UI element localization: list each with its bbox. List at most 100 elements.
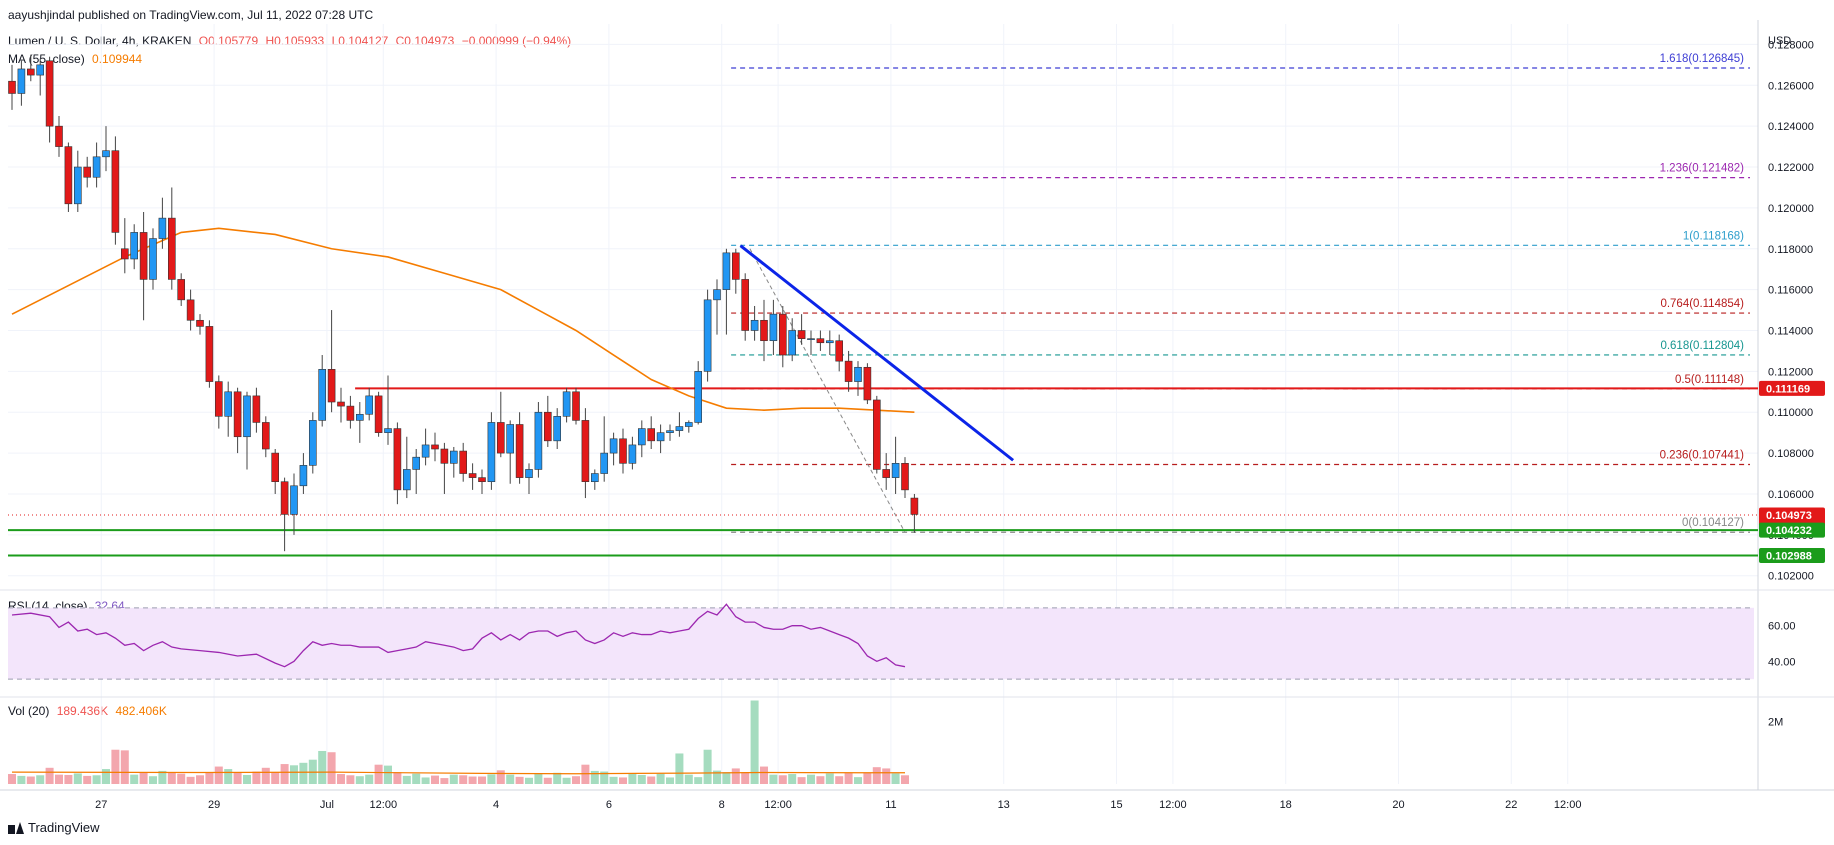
volume-bar xyxy=(280,764,289,784)
candle-body xyxy=(36,64,45,76)
volume-bar xyxy=(684,774,693,784)
volume-bar xyxy=(891,773,900,784)
volume-bar xyxy=(17,775,26,784)
volume-bar xyxy=(327,752,336,784)
volume-bar xyxy=(825,773,834,784)
time-tick-label: 12:00 xyxy=(1159,799,1187,811)
volume-bar xyxy=(741,772,750,784)
price-tick-label: 0.126000 xyxy=(1768,80,1814,92)
price-tick-label: 0.110000 xyxy=(1768,407,1813,419)
volume-bar xyxy=(26,776,35,784)
candle-body xyxy=(337,401,345,407)
volume-bar xyxy=(478,776,486,784)
candle-body xyxy=(158,217,167,239)
volume-bar xyxy=(83,775,92,784)
candle-body xyxy=(318,369,327,421)
candle-body xyxy=(8,80,16,94)
candle xyxy=(882,453,891,490)
price-tick-label: 0.108000 xyxy=(1768,448,1814,460)
candles xyxy=(8,54,919,552)
time-tick-label: 18 xyxy=(1280,799,1292,811)
volume-bar xyxy=(760,766,768,784)
time-tick-label: 20 xyxy=(1392,799,1404,811)
candle xyxy=(872,395,881,474)
candle-body xyxy=(816,338,825,344)
fib-level-label: 0(0.104127) xyxy=(1682,517,1744,529)
candle-body xyxy=(675,426,684,431)
candle xyxy=(863,363,872,405)
volume-bar xyxy=(609,776,618,784)
candle xyxy=(55,115,63,157)
candle xyxy=(844,350,853,392)
volume-bar xyxy=(666,777,674,784)
volume-legend[interactable]: Vol (20) 189.436K 482.406K xyxy=(8,704,171,718)
candle xyxy=(750,305,759,341)
candle-body xyxy=(440,448,449,464)
candle xyxy=(647,416,656,450)
candle-body xyxy=(384,428,392,433)
candle xyxy=(196,314,204,335)
candle-body xyxy=(346,405,355,421)
candle xyxy=(901,457,909,499)
fib-level-label: 0.236(0.107441) xyxy=(1660,450,1745,462)
candle-body xyxy=(459,450,468,474)
candle xyxy=(581,408,590,499)
candle xyxy=(215,375,223,429)
candle-body xyxy=(534,411,543,470)
ma-55-line xyxy=(11,227,915,414)
volume-bar xyxy=(581,764,590,784)
price-tick-label: 0.112000 xyxy=(1768,366,1813,378)
volume-bar xyxy=(393,772,402,784)
candle xyxy=(45,56,54,143)
candle-body xyxy=(149,238,157,280)
fib-level-label: 1.236(0.121482) xyxy=(1660,163,1745,175)
footer-brand: TradingView xyxy=(28,820,100,835)
ma-legend[interactable]: MA (55, close) 0.109944 xyxy=(8,52,146,66)
volume-bar xyxy=(562,777,571,784)
candle-body xyxy=(647,428,656,442)
candle-body xyxy=(196,319,204,327)
candle-body xyxy=(901,463,909,491)
candle-body xyxy=(74,166,82,205)
candle xyxy=(26,54,35,82)
publisher-line: aayushjindal published on TradingView.co… xyxy=(8,8,377,22)
candle xyxy=(562,387,571,423)
candle xyxy=(252,387,261,433)
candle-body xyxy=(431,444,439,450)
volume-bar xyxy=(64,774,73,784)
candle-body xyxy=(308,420,317,466)
candle-body xyxy=(581,420,590,483)
volume-bar xyxy=(440,778,449,784)
ma-label: MA (55, close) xyxy=(8,52,85,66)
bearish-trend-line xyxy=(739,244,1015,462)
volume-bar xyxy=(816,776,825,784)
volume-bar xyxy=(45,767,54,784)
volume-bar xyxy=(355,776,364,784)
volume-bar xyxy=(534,773,543,784)
price-axis-currency: USD xyxy=(1768,35,1791,47)
candle-body xyxy=(215,381,223,417)
price-tick-label: 0.118000 xyxy=(1768,244,1813,256)
volume-bar xyxy=(186,776,195,784)
fib-level-label: 0.764(0.114854) xyxy=(1660,298,1744,310)
candle xyxy=(807,330,815,356)
candle xyxy=(731,248,740,294)
volume-bar xyxy=(224,769,233,784)
candle xyxy=(741,273,750,341)
candle-body xyxy=(543,411,552,442)
candle xyxy=(102,126,110,172)
volume-bar xyxy=(177,773,186,784)
candle-body xyxy=(600,452,609,474)
candle-body xyxy=(741,279,750,331)
candle xyxy=(64,142,73,212)
candle-body xyxy=(487,422,496,483)
candle-body xyxy=(882,469,891,478)
candle-body xyxy=(825,340,834,344)
candle-body xyxy=(412,456,421,470)
volume-bar xyxy=(487,774,496,784)
candle xyxy=(543,395,552,447)
candle xyxy=(393,422,402,505)
footer: TradingView xyxy=(8,820,100,835)
time-tick-label: 29 xyxy=(208,799,220,811)
